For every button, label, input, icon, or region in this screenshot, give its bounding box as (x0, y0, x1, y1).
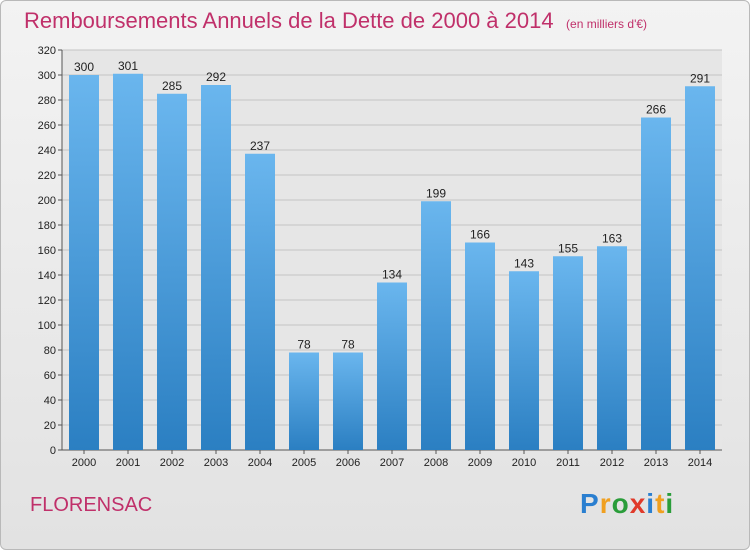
bar (113, 73, 143, 450)
y-tick-label: 240 (38, 145, 56, 157)
bar (553, 256, 583, 450)
x-tick-label: 2009 (468, 457, 492, 469)
x-tick-label: 2014 (688, 457, 712, 469)
x-tick-label: 2011 (556, 457, 580, 469)
bar-value-label: 300 (74, 60, 94, 74)
logo-letter: i (665, 488, 675, 519)
bar-value-label: 285 (162, 79, 182, 93)
x-tick-label: 2012 (600, 457, 624, 469)
bar (69, 75, 99, 450)
logo-letter: o (611, 488, 630, 519)
y-tick-label: 200 (38, 195, 56, 207)
y-tick-label: 220 (38, 170, 56, 182)
y-tick-label: 320 (38, 45, 56, 57)
bar (685, 86, 715, 450)
bar-value-label: 199 (426, 186, 446, 200)
bar (465, 242, 495, 450)
bar (289, 352, 319, 450)
bar-value-label: 291 (690, 71, 710, 85)
y-tick-label: 80 (44, 345, 56, 357)
y-tick-label: 60 (44, 370, 56, 382)
logo-letter: P (580, 488, 600, 519)
bar (157, 93, 187, 450)
bar (641, 117, 671, 450)
x-tick-label: 2006 (336, 457, 360, 469)
bar (201, 85, 231, 450)
unit-note: (en milliers d'€) (566, 17, 648, 31)
y-tick-label: 100 (38, 320, 56, 332)
logo-letter: i (646, 488, 656, 519)
x-tick-label: 2010 (512, 457, 536, 469)
bar-value-label: 155 (558, 241, 578, 255)
y-tick-label: 180 (38, 220, 56, 232)
bar-value-label: 266 (646, 103, 666, 117)
bar (597, 246, 627, 450)
x-tick-label: 2005 (292, 457, 316, 469)
bar (333, 352, 363, 450)
bar-value-label: 292 (206, 70, 226, 84)
bar-value-label: 78 (341, 338, 355, 352)
y-tick-label: 160 (38, 245, 56, 257)
bar-value-label: 134 (382, 268, 402, 282)
y-tick-label: 280 (38, 95, 56, 107)
x-tick-label: 2001 (116, 457, 140, 469)
y-tick-label: 300 (38, 70, 56, 82)
y-tick-label: 0 (50, 445, 56, 457)
bar-value-label: 143 (514, 256, 534, 270)
bar (245, 153, 275, 450)
bar (509, 271, 539, 450)
x-tick-label: 2008 (424, 457, 448, 469)
bar-value-label: 163 (602, 231, 622, 245)
bar-value-label: 237 (250, 139, 270, 153)
logo-letter: t (655, 488, 666, 519)
logo-letter: x (629, 488, 647, 519)
title-text: Remboursements Annuels de la Dette de 20… (24, 8, 554, 33)
x-tick-label: 2000 (72, 457, 96, 469)
bar-value-label: 78 (297, 338, 311, 352)
logo-letter: r (599, 488, 612, 519)
bar (377, 282, 407, 450)
proxiti-logo: Proxiti (580, 488, 674, 520)
y-tick-label: 20 (44, 420, 56, 432)
y-tick-label: 260 (38, 120, 56, 132)
x-tick-label: 2004 (248, 457, 272, 469)
x-tick-label: 2013 (644, 457, 668, 469)
x-tick-label: 2003 (204, 457, 228, 469)
x-tick-label: 2002 (160, 457, 184, 469)
bar-value-label: 301 (118, 59, 138, 73)
city-name: FLORENSAC (30, 494, 153, 516)
x-tick-label: 2007 (380, 457, 404, 469)
bar-value-label: 166 (470, 228, 490, 242)
chart-title: Remboursements Annuels de la Dette de 20… (24, 8, 647, 34)
y-tick-label: 40 (44, 395, 56, 407)
y-tick-label: 140 (38, 270, 56, 282)
y-tick-label: 120 (38, 295, 56, 307)
bar (421, 201, 451, 450)
